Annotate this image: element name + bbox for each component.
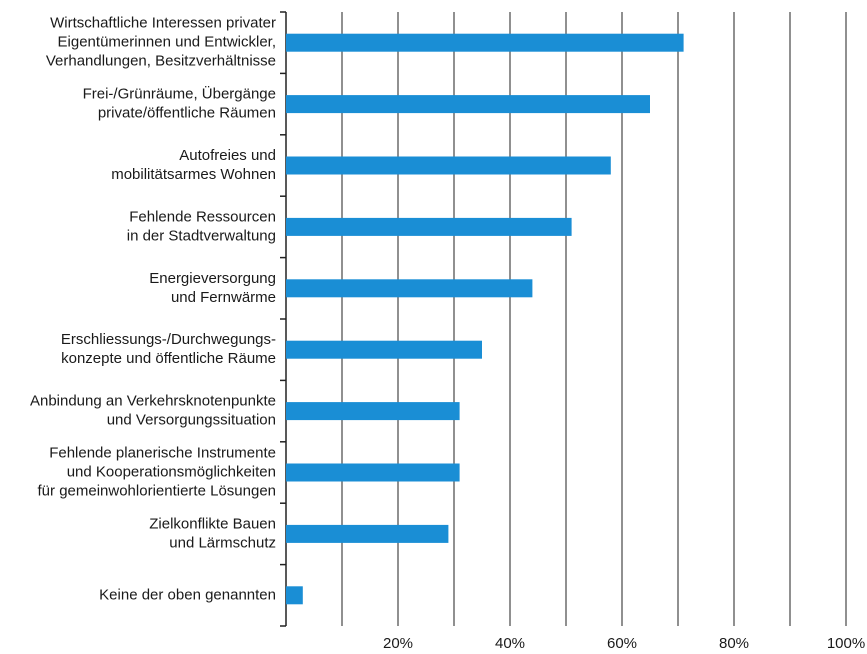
bar <box>286 156 611 175</box>
label-line: private/öffentliche Räumen <box>98 105 276 122</box>
y-tick-label: Frei-/Grünräume, Übergänge private/öffent… <box>83 85 276 122</box>
label-line: und Kooperationsmöglichkeiten <box>67 463 276 480</box>
label-line: Fehlende planerische Instrumente <box>49 444 276 461</box>
y-tick-label: Energieversorgung und Fernwärme <box>149 270 276 306</box>
x-tick-label: 80% <box>719 635 749 652</box>
x-tick-label: 40% <box>495 635 525 652</box>
y-tick-label: Wirtschaftliche Interessen privater Eigen… <box>46 15 276 70</box>
label-line: Anbindung an Verkehrsknotenpunkte <box>30 393 276 410</box>
label-line: Eigentümerinnen und Entwickler, <box>58 34 276 51</box>
label-line: Energieversorgung <box>149 270 276 287</box>
label-line: konzepte und öffentliche Räume <box>61 350 276 367</box>
y-tick-label: Fehlende planerische Instrumente und Koop… <box>38 444 276 499</box>
label-line: Wirtschaftliche Interessen privater <box>50 15 276 32</box>
label-line: und Lärmschutz <box>169 534 276 551</box>
bar <box>286 279 533 298</box>
label-line: für gemeinwohlorientierte Lösungen <box>38 482 276 499</box>
bar <box>286 217 572 236</box>
label-line: mobilitätsarmes Wohnen <box>111 166 276 183</box>
y-tick-label: Keine der oben genannten <box>99 586 276 603</box>
bar <box>286 402 460 421</box>
label-line: in der Stadtverwaltung <box>127 227 276 244</box>
label-line: und Versorgungssituation <box>107 412 276 429</box>
bar <box>286 33 684 52</box>
x-tick-label: 60% <box>607 635 637 652</box>
y-tick-label: Zielkonflikte Bauen und Lärmschutz <box>149 515 276 551</box>
y-tick-label: Erschliessungs-/Durchwegungs-konzepte un… <box>61 331 276 367</box>
bar <box>286 463 460 482</box>
label-line: Keine der oben genannten <box>99 586 276 603</box>
bar <box>286 95 650 114</box>
label-line: Erschliessungs-/Durchwegungs- <box>61 331 276 348</box>
y-tick-label: Fehlende Ressourcen in der Stadtverwaltun… <box>127 208 276 244</box>
bar <box>286 340 482 359</box>
x-tick-label: 100% <box>827 635 865 652</box>
bar <box>286 586 303 605</box>
x-tick-label: 20% <box>383 635 413 652</box>
label-line: und Fernwärme <box>171 289 276 306</box>
label-line: Autofreies und <box>179 147 276 164</box>
label-line: Verhandlungen, Besitzverhältnisse <box>46 53 276 70</box>
label-line: Fehlende Ressourcen <box>129 208 276 225</box>
bar <box>286 524 449 543</box>
label-line: Zielkonflikte Bauen <box>149 515 276 532</box>
y-tick-label: Anbindung an Verkehrsknotenpunkte und Ver… <box>30 393 276 429</box>
y-tick-label: Autofreies und mobilitätsarmes Wohnen <box>111 147 276 183</box>
label-line: Frei-/Grünräume, Übergänge <box>83 85 276 103</box>
